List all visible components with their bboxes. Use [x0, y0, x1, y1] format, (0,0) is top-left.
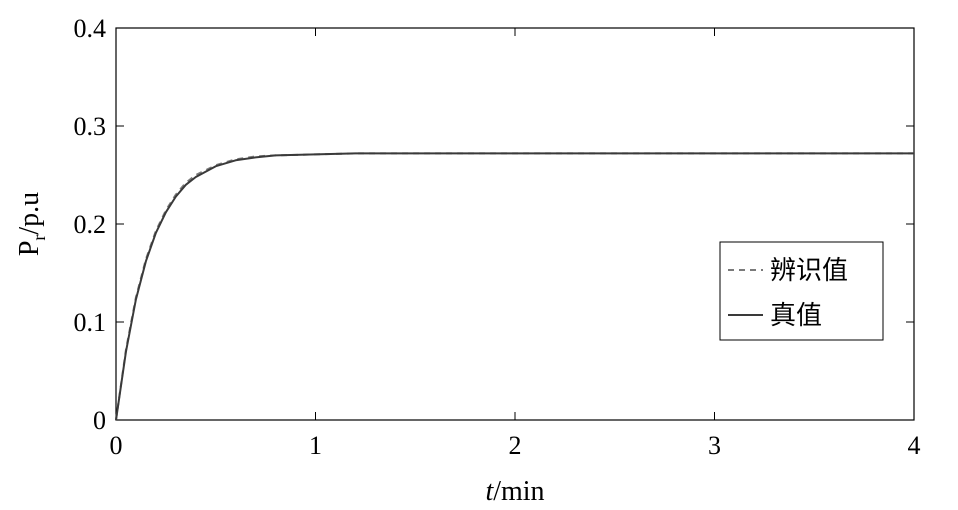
x-tick-label: 2 — [509, 431, 522, 460]
x-axis-label: t/min — [485, 476, 544, 507]
y-tick-label: 0.4 — [74, 14, 107, 43]
series-layer — [115, 152, 914, 421]
y-axis-label: Pr/p.u — [14, 192, 49, 256]
tick-labels: 0 1 2 3 4 0 0.1 0.2 0.3 0.4 — [74, 14, 921, 460]
x-tick-label: 4 — [908, 431, 921, 460]
plot-area — [115, 27, 915, 421]
y-tick-label: 0.3 — [74, 112, 107, 141]
legend: 辨识值 真值 — [719, 241, 884, 341]
x-tick-label: 3 — [708, 431, 721, 460]
axis-ticks — [115, 27, 915, 421]
series-line-true — [115, 152, 914, 421]
x-tick-label: 1 — [309, 431, 322, 460]
y-tick-label: 0.2 — [74, 210, 107, 239]
y-tick-label: 0.1 — [74, 308, 107, 337]
legend-label-identified: 辨识值 — [770, 256, 848, 286]
y-tick-label: 0 — [93, 406, 106, 435]
legend-box — [719, 241, 884, 341]
x-tick-label: 0 — [110, 431, 123, 460]
legend-label-true: 真值 — [770, 301, 822, 331]
